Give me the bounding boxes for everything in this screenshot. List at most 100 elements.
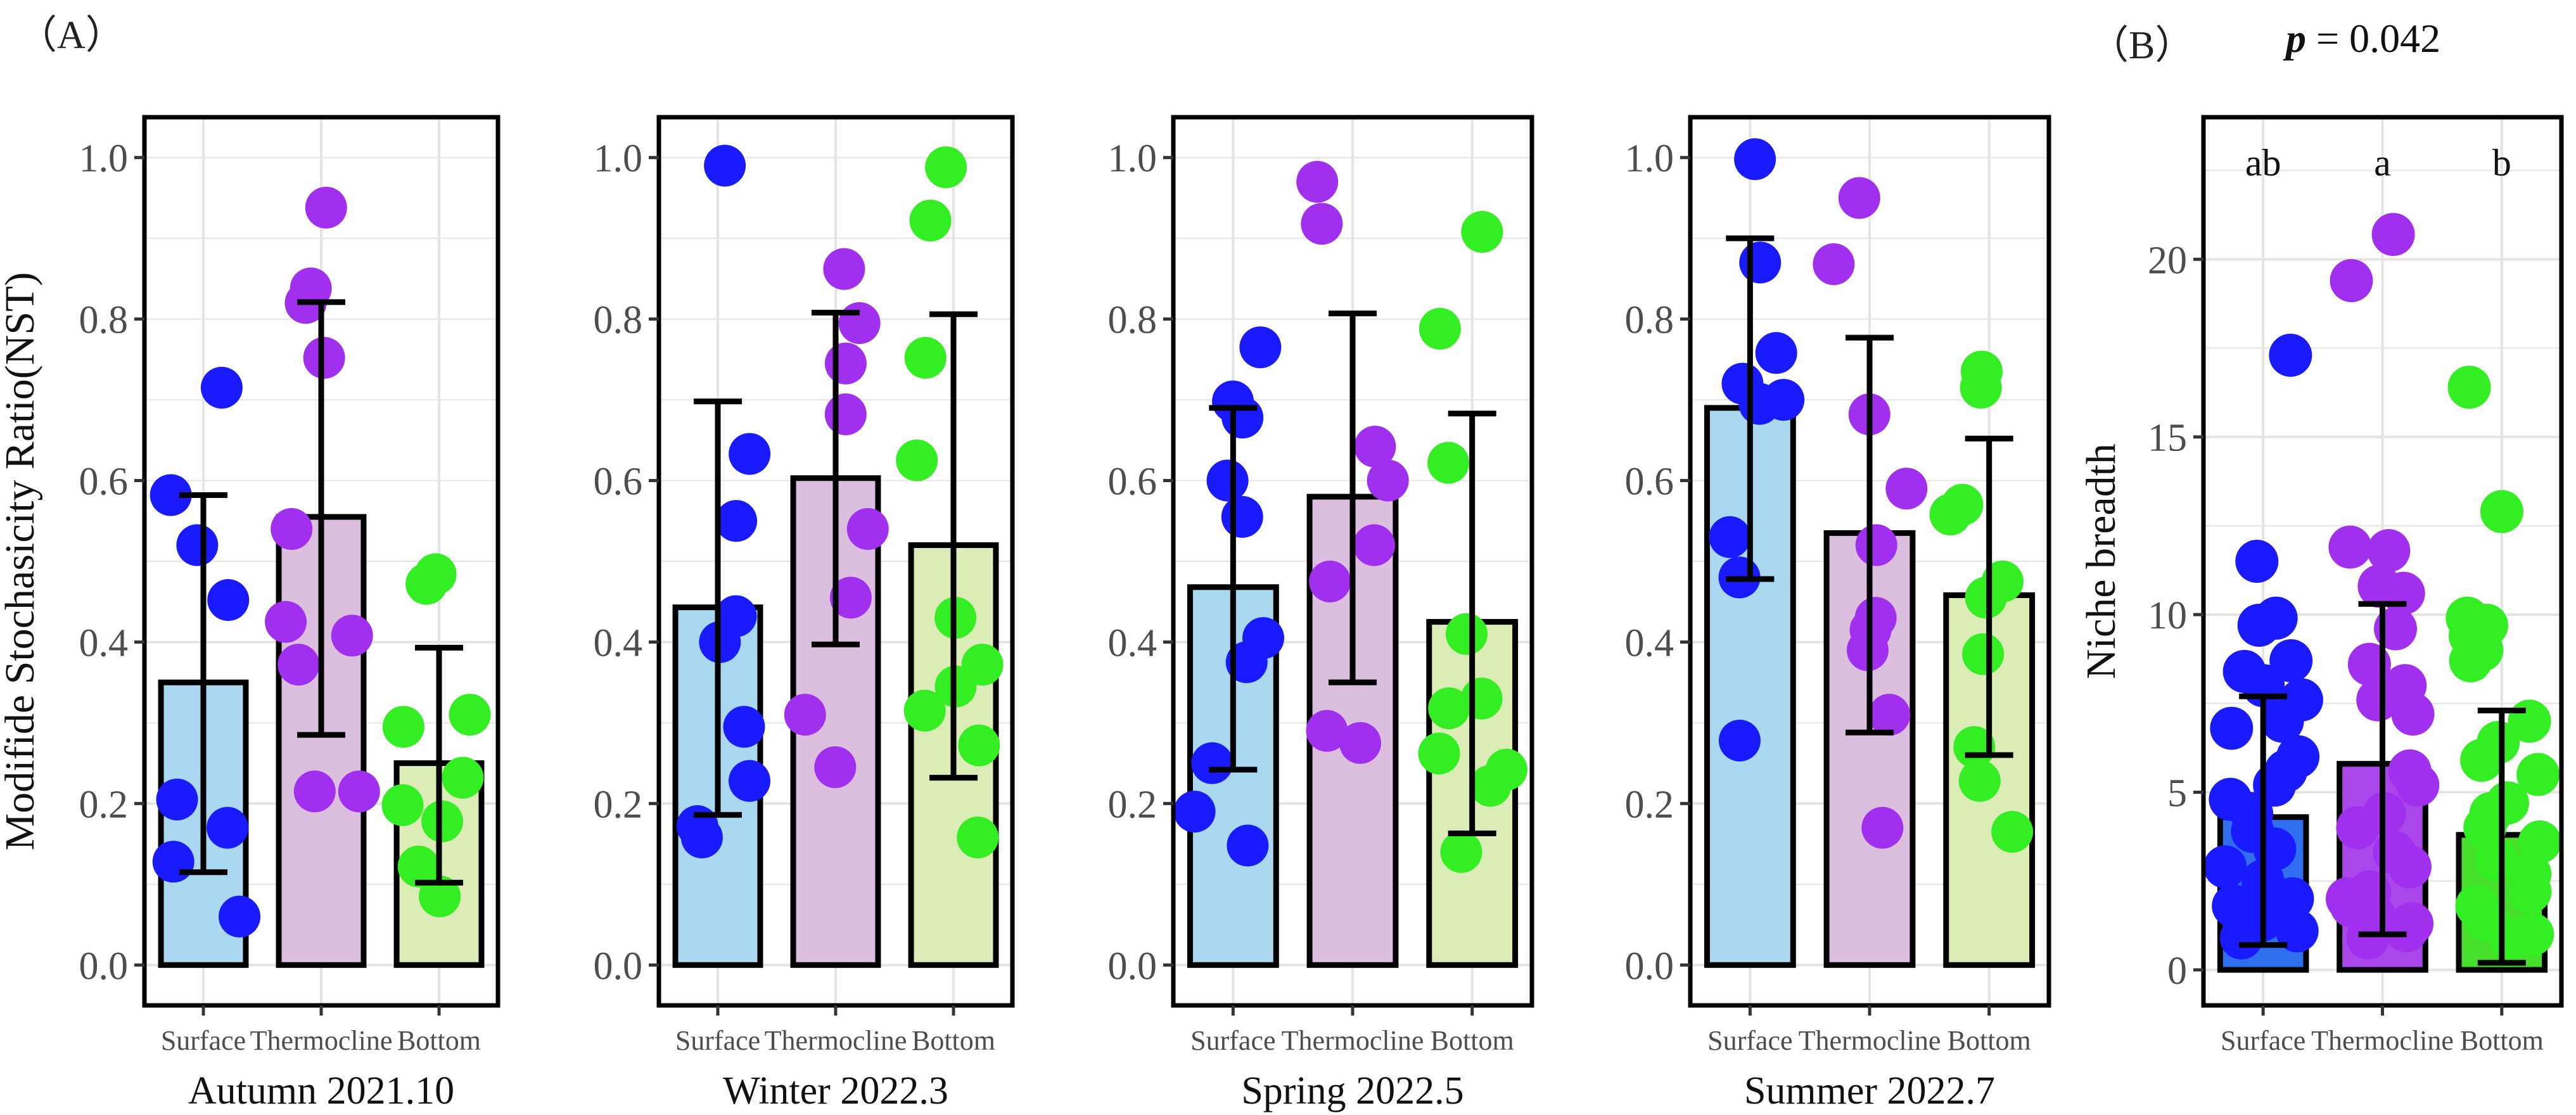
x-tick-label-bottom: Bottom	[1431, 1025, 1514, 1056]
error-bar-thermocline	[812, 309, 860, 647]
panel-a-label: （A）	[18, 14, 125, 57]
y-tick-label: 0.6	[594, 461, 643, 504]
data-point-surface	[715, 500, 758, 542]
data-point-thermocline	[2328, 525, 2372, 569]
data-point-thermocline	[1838, 177, 1880, 219]
data-point-surface	[1738, 383, 1781, 425]
data-point-bottom	[1929, 494, 1972, 536]
error-bar-thermocline	[2358, 601, 2407, 938]
data-point-thermocline	[1306, 710, 1348, 752]
data-point-thermocline	[271, 508, 313, 551]
data-point-surface	[219, 895, 261, 938]
y-tick-label: 0.2	[1108, 783, 1157, 826]
data-point-surface	[1718, 719, 1761, 761]
error-bar-bottom	[1448, 411, 1496, 837]
data-point-thermocline	[829, 577, 872, 619]
panel-title: Summer 2022.7	[1744, 1069, 1995, 1112]
data-point-surface	[680, 816, 723, 858]
data-point-bottom	[405, 563, 448, 605]
error-bar-bottom	[2477, 708, 2526, 966]
data-point-surface	[1191, 742, 1234, 784]
y-axis-label: Niche breadth	[2078, 443, 2124, 679]
data-point-thermocline	[338, 770, 380, 813]
data-point-surface	[723, 706, 765, 748]
data-point-bottom	[1958, 760, 2001, 802]
y-tick-label: 1.0	[594, 137, 643, 181]
data-point-bottom	[1428, 687, 1470, 729]
significance-letter: a	[2374, 142, 2391, 184]
data-point-thermocline	[2336, 806, 2380, 850]
y-tick-label: 0.8	[1625, 299, 1674, 342]
data-point-surface	[2219, 916, 2263, 960]
y-tick-label: 15	[2148, 417, 2187, 460]
data-point-thermocline	[2346, 916, 2390, 960]
x-tick-label-bottom: Bottom	[397, 1025, 481, 1056]
data-point-thermocline	[305, 186, 347, 229]
y-tick-label: 10	[2148, 594, 2187, 637]
data-point-bottom	[2480, 490, 2523, 533]
y-tick-label: 0.6	[1625, 461, 1674, 504]
y-tick-label: 20	[2148, 239, 2187, 282]
y-tick-label: 0.8	[1108, 299, 1157, 342]
data-point-surface	[704, 144, 746, 187]
data-point-surface	[1227, 824, 1269, 867]
x-tick-label-bottom: Bottom	[912, 1025, 995, 1056]
panel-1: 0.0 0.2 0.4 0.6 0.8 1.0 Surface Thermocline Bott…	[0, 115, 501, 1112]
data-point-thermocline	[265, 601, 307, 643]
data-point-thermocline	[1855, 524, 1897, 566]
data-point-thermocline	[331, 615, 373, 657]
data-point-bottom	[909, 200, 952, 242]
data-point-bottom	[421, 800, 464, 843]
data-point-bottom	[1965, 577, 2007, 619]
data-point-bottom	[1419, 307, 1461, 350]
y-tick-label: 1.0	[79, 137, 129, 181]
data-point-thermocline	[1354, 426, 1396, 468]
data-point-surface	[1239, 326, 1282, 369]
data-point-bottom	[2449, 639, 2492, 683]
data-point-bottom	[2475, 838, 2518, 882]
data-point-bottom	[1461, 210, 1503, 253]
data-point-thermocline	[1868, 694, 1911, 736]
data-point-thermocline	[1861, 806, 1904, 849]
data-point-thermocline	[1353, 524, 1395, 566]
data-point-surface	[2210, 706, 2254, 750]
y-tick-label: 0.2	[79, 783, 129, 826]
error-bar-thermocline	[1329, 310, 1377, 685]
data-point-bottom	[1427, 442, 1470, 484]
error-bar-surface	[694, 398, 742, 818]
data-point-surface	[729, 433, 771, 475]
data-point-bottom	[1960, 366, 2002, 409]
data-point-thermocline	[823, 248, 865, 290]
y-tick-label: 0.4	[79, 621, 129, 665]
data-point-surface	[1739, 241, 1782, 284]
data-point-surface	[1221, 397, 1264, 439]
data-point-thermocline	[2391, 692, 2435, 736]
data-point-thermocline	[784, 694, 826, 736]
data-point-surface	[2237, 603, 2281, 647]
data-point-thermocline	[838, 302, 881, 345]
data-point-thermocline	[1339, 722, 1381, 764]
error-bar-surface	[179, 492, 227, 876]
p-symbol: p	[2283, 16, 2306, 61]
data-point-thermocline	[2382, 571, 2425, 615]
data-point-surface	[729, 760, 771, 802]
x-tick-label-thermocline: Thermocline	[250, 1025, 393, 1056]
panel-2: 0.0 0.2 0.4 0.6 0.8 1.0 Surface Thermocline Bott…	[594, 115, 1015, 1112]
data-point-surface	[176, 524, 219, 566]
panel-5: 0 5 10 15 20 Surface Thermocline Bottom Niche br…	[2078, 115, 2564, 1056]
data-point-thermocline	[303, 336, 345, 379]
y-tick-label: 0.6	[79, 461, 129, 504]
data-point-bottom	[381, 784, 424, 826]
panel-title: Winter 2022.3	[723, 1069, 948, 1112]
data-point-bottom	[1445, 613, 1488, 655]
x-tick-label-surface: Surface	[1190, 1025, 1275, 1056]
data-point-surface	[2271, 877, 2314, 921]
data-point-surface	[1755, 332, 1797, 374]
x-tick-label-surface: Surface	[1707, 1025, 1792, 1056]
data-point-surface	[2235, 540, 2279, 583]
data-point-thermocline	[2385, 909, 2428, 953]
y-axis-label: Modifide Stochasicity Ratio(NST)	[0, 272, 43, 851]
y-tick-label: 0.0	[79, 945, 129, 988]
